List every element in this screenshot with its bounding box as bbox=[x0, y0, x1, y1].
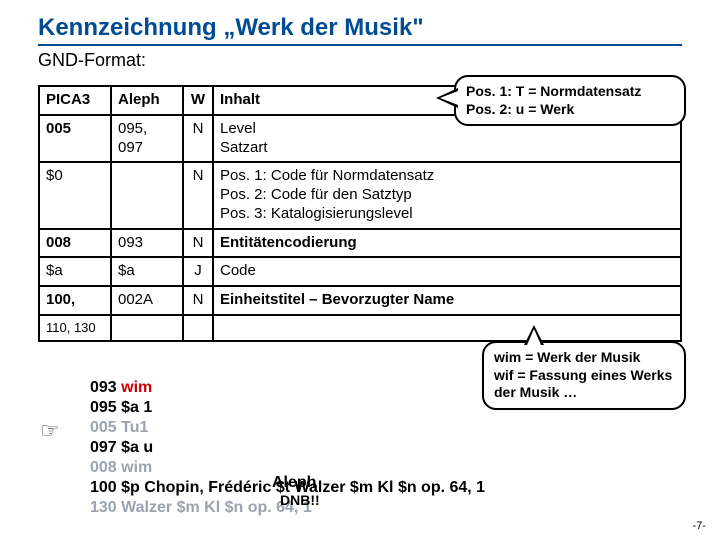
aleph-label: Aleph bbox=[272, 474, 316, 492]
table-cell: Code bbox=[213, 257, 681, 286]
table-row: $0 NPos. 1: Code für NormdatensatzPos. 2:… bbox=[39, 162, 681, 228]
callout-pos-note-text: Pos. 1: T = NormdatensatzPos. 2: u = Wer… bbox=[466, 83, 641, 117]
table-cell: 100, bbox=[39, 286, 111, 315]
table-cell bbox=[111, 315, 183, 341]
table-cell bbox=[183, 315, 213, 341]
page-title: Kennzeichnung „Werk der Musik" bbox=[38, 14, 682, 46]
table-cell: 002A bbox=[111, 286, 183, 315]
callout-pos-note: Pos. 1: T = NormdatensatzPos. 2: u = Wer… bbox=[454, 75, 686, 126]
callout-wim-note: wim = Werk der Musikwif = Fassung eines … bbox=[482, 341, 686, 410]
subtitle: GND-Format: bbox=[38, 50, 682, 71]
table-row: 100,002ANEinheitstitel – Bevorzugter Nam… bbox=[39, 286, 681, 315]
th-w: W bbox=[183, 86, 213, 115]
table-cell: N bbox=[183, 162, 213, 228]
table-row: $a$aJCode bbox=[39, 257, 681, 286]
table-cell: $a bbox=[39, 257, 111, 286]
table-cell: Entitätencodierung bbox=[213, 229, 681, 258]
table-row: 008093NEntitätencodierung bbox=[39, 229, 681, 258]
table-cell: $0 bbox=[39, 162, 111, 228]
page-number: -7- bbox=[693, 520, 706, 532]
table-cell: J bbox=[183, 257, 213, 286]
table-cell: N bbox=[183, 229, 213, 258]
dnb-label: DNB!! bbox=[280, 492, 320, 508]
table-cell: 095, 097 bbox=[111, 115, 183, 163]
table-cell: Einheitstitel – Bevorzugter Name bbox=[213, 286, 681, 315]
th-aleph: Aleph bbox=[111, 86, 183, 115]
table-cell bbox=[213, 315, 681, 341]
table-cell: 110, 130 bbox=[39, 315, 111, 341]
table-cell: 005 bbox=[39, 115, 111, 163]
table-cell bbox=[111, 162, 183, 228]
table-cell: 093 bbox=[111, 229, 183, 258]
table-cell: N bbox=[183, 286, 213, 315]
callout-wim-note-text: wim = Werk der Musikwif = Fassung eines … bbox=[494, 349, 672, 400]
table-cell: 008 bbox=[39, 229, 111, 258]
table-row: 110, 130 bbox=[39, 315, 681, 341]
table-cell: $a bbox=[111, 257, 183, 286]
pointer-icon: ☞ bbox=[40, 418, 80, 442]
table-cell: N bbox=[183, 115, 213, 163]
th-pica3: PICA3 bbox=[39, 86, 111, 115]
table-cell: Pos. 1: Code für NormdatensatzPos. 2: Co… bbox=[213, 162, 681, 228]
